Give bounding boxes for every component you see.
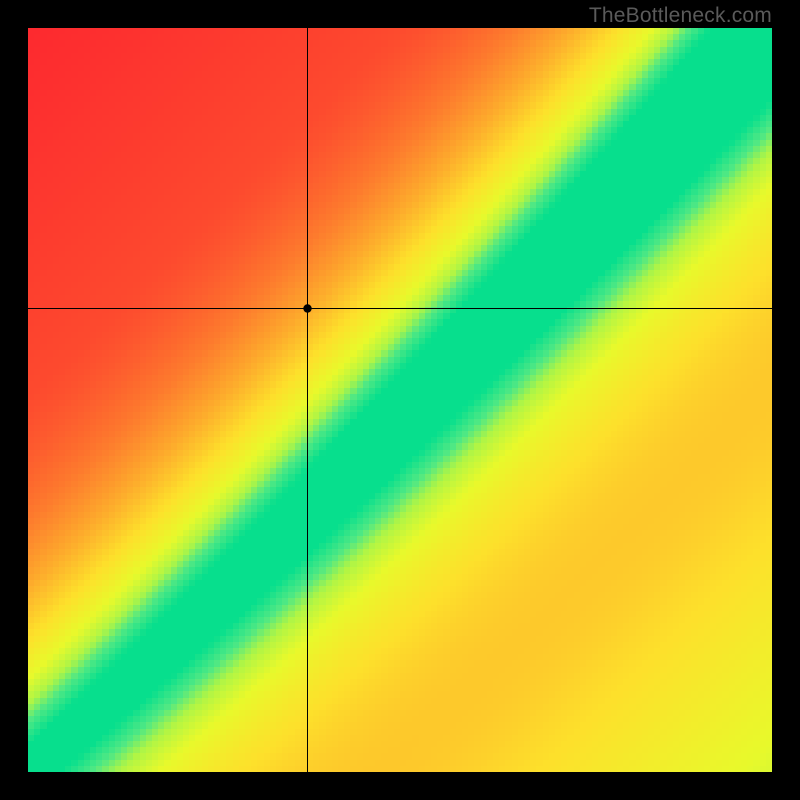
chart-container: TheBottleneck.com: [0, 0, 800, 800]
plot-area: [28, 28, 772, 772]
watermark-text: TheBottleneck.com: [589, 4, 772, 28]
heatmap-canvas: [28, 28, 772, 772]
